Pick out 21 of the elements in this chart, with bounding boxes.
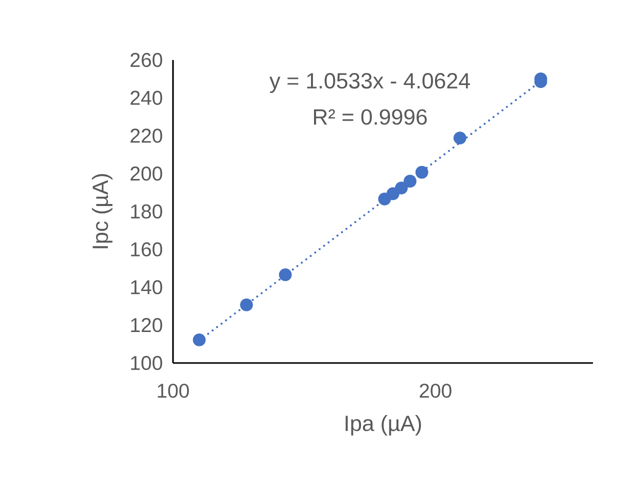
y-axis-title: Ipc (µA): [92, 174, 112, 248]
y-tick-label: 260: [130, 52, 162, 68]
point: [454, 132, 466, 144]
point: [394, 182, 408, 194]
y-tick-label: 140: [131, 280, 162, 294]
annotation: y = 1.0533x - 4.0624: [269, 73, 470, 93]
point: [404, 174, 416, 188]
y-tick-label: 240: [130, 90, 162, 105]
y-tick-label: 220: [130, 128, 162, 143]
point: [240, 298, 253, 312]
y-tick-label: 160: [131, 242, 162, 256]
point: [192, 333, 206, 346]
y-tick-label: 120: [131, 318, 162, 332]
x-axis-title: Ipa (µA): [346, 415, 421, 436]
y-tick-label: 180: [131, 204, 162, 219]
y-tick-label: 200: [130, 166, 162, 181]
point: [415, 166, 428, 179]
point: [278, 268, 292, 282]
annotation: R² = 0.9996: [314, 109, 427, 125]
y-tick-label: 100: [131, 356, 162, 370]
point: [386, 187, 400, 200]
